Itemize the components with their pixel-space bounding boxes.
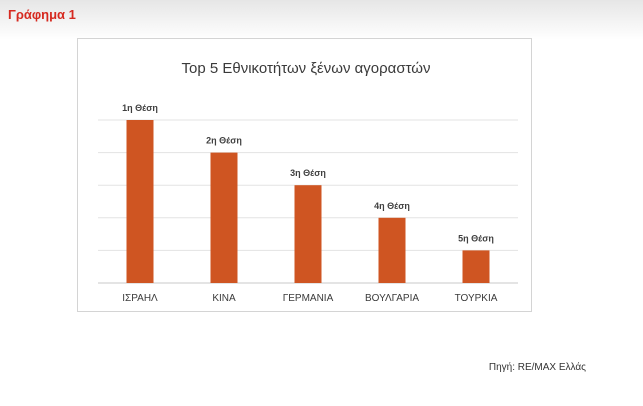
data-label: 2η Θέση (206, 136, 242, 146)
data-label: 5η Θέση (458, 233, 494, 243)
category-label: ΚΙΝΑ (212, 293, 236, 304)
data-labels: 1η Θέση 2η Θέση 3η Θέση 4η Θέση 5η Θέση (122, 103, 494, 243)
data-label: 1η Θέση (122, 103, 158, 113)
bar (126, 120, 154, 283)
source-note: Πηγή: RE/MAX Ελλάς (488, 362, 586, 373)
bar-chart: Top 5 Εθνικοτήτων ξένων αγοραστών 1η Θέσ… (98, 60, 518, 304)
figure-label: Γράφημα 1 (8, 7, 76, 22)
bar (210, 152, 238, 283)
category-label: ΓΕΡΜΑΝΙΑ (283, 293, 334, 304)
category-label: ΙΣΡΑΗΛ (122, 293, 158, 304)
category-label: ΤΟΥΡΚΙΑ (455, 293, 498, 304)
bar (462, 250, 490, 283)
data-label: 4η Θέση (374, 201, 410, 211)
category-labels: ΙΣΡΑΗΛ ΚΙΝΑ ΓΕΡΜΑΝΙΑ ΒΟΥΛΓΑΡΙΑ ΤΟΥΡΚΙΑ (122, 293, 497, 304)
data-label: 3η Θέση (290, 168, 326, 178)
chart-title: Top 5 Εθνικοτήτων ξένων αγοραστών (181, 60, 430, 77)
page-header-fade (0, 0, 643, 40)
bar (378, 217, 406, 283)
bar (294, 185, 322, 283)
chart-frame: Top 5 Εθνικοτήτων ξένων αγοραστών 1η Θέσ… (77, 38, 532, 312)
bars (126, 120, 490, 283)
category-label: ΒΟΥΛΓΑΡΙΑ (365, 293, 419, 304)
